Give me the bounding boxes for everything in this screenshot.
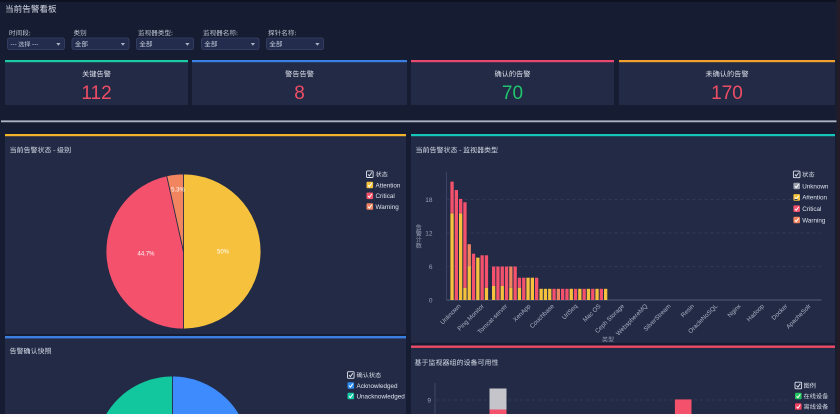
svg-text:170: 170 [711,83,743,104]
svg-text:Warning: Warning [376,204,400,211]
svg-text:0: 0 [429,297,433,304]
svg-text:Unknown: Unknown [802,183,829,190]
svg-text:50%: 50% [217,250,230,256]
svg-text:Critical: Critical [802,206,821,213]
svg-text:12: 12 [425,230,433,237]
svg-text:70: 70 [502,83,523,104]
svg-text:18: 18 [425,197,433,204]
svg-text:8: 8 [294,83,305,104]
svg-text:9: 9 [427,397,431,404]
svg-text:44.7%: 44.7% [137,252,155,258]
svg-text:Warning: Warning [802,217,826,224]
svg-text:5.3%: 5.3% [171,188,185,194]
svg-text:Attention: Attention [802,195,827,202]
svg-text:6: 6 [429,264,433,271]
svg-text:Critical: Critical [376,193,395,200]
svg-text:Unacknowledged: Unacknowledged [357,393,406,400]
svg-text:Acknowledged: Acknowledged [357,383,398,390]
svg-text:112: 112 [81,83,111,104]
svg-text:Attention: Attention [376,182,401,189]
